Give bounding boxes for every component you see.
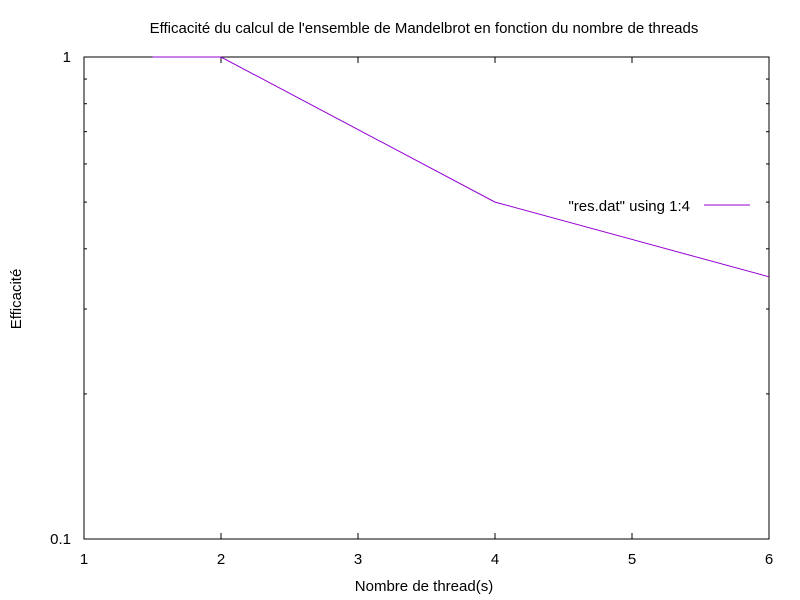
- y-tick-label: 0.1: [50, 531, 71, 548]
- y-axis-label: Efficacité: [8, 269, 25, 330]
- plot-area: [83, 56, 770, 540]
- series-layer: [152, 56, 770, 278]
- legend-label: "res.dat" using 1:4: [568, 198, 690, 215]
- chart-title: Efficacité du calcul de l'ensemble de Ma…: [150, 20, 699, 37]
- x-axis-label: Nombre de thread(s): [355, 578, 493, 595]
- x-tick-label: 6: [765, 551, 773, 568]
- series-line: [152, 56, 770, 278]
- x-tick-label: 1: [80, 551, 88, 568]
- x-tick-label: 5: [628, 551, 636, 568]
- y-tick-label: 1: [63, 49, 71, 66]
- x-tick-label: 3: [354, 551, 362, 568]
- x-tick-label: 2: [217, 551, 225, 568]
- x-tick-label: 4: [491, 551, 499, 568]
- legend: "res.dat" using 1:4: [568, 198, 750, 215]
- ticks: 1 2 3 4 5 6 0.1 1: [50, 49, 773, 568]
